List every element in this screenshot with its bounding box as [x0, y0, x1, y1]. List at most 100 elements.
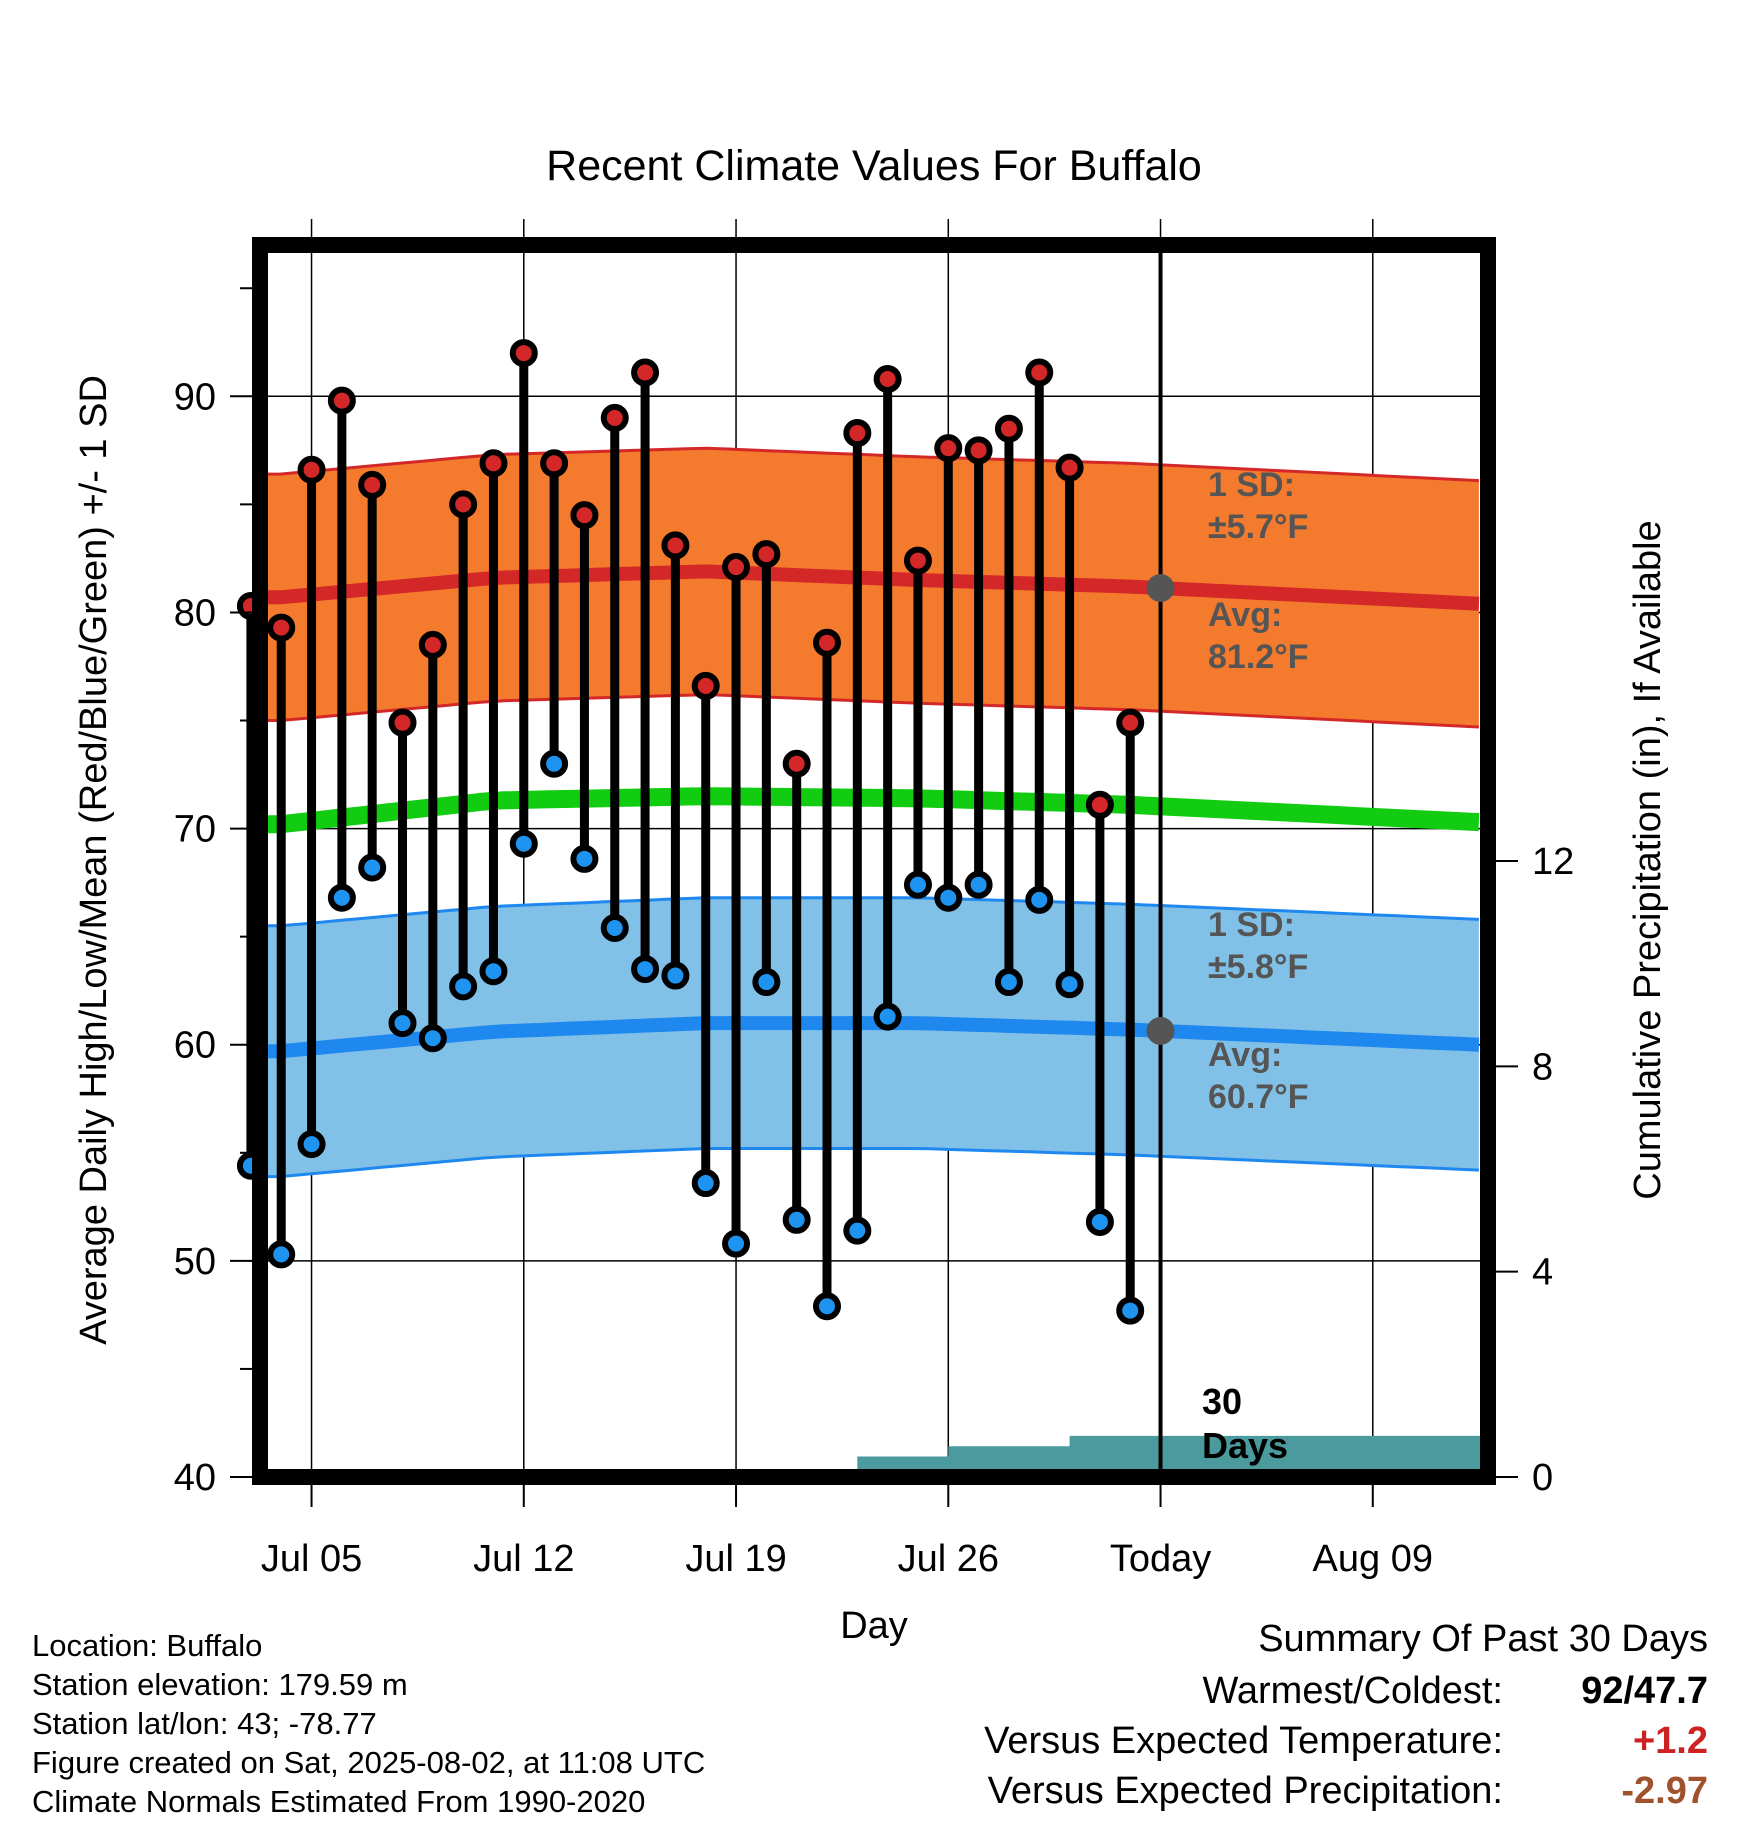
low-sd-label: 1 SD: — [1208, 906, 1295, 944]
high-point — [661, 531, 690, 560]
precipitation-fill — [260, 1435, 1488, 1477]
low-point — [297, 1130, 326, 1159]
low-average-line — [260, 1016, 1480, 1059]
low-point — [1116, 1296, 1145, 1325]
low-point — [661, 961, 690, 990]
high-point — [873, 365, 902, 394]
high-point — [934, 434, 963, 463]
x-tick-label: Jul 26 — [898, 1538, 999, 1580]
low-point — [873, 1002, 902, 1031]
info-latlon: Station lat/lon: 43; -78.77 — [32, 1706, 377, 1741]
low-point — [722, 1229, 751, 1258]
high-point — [297, 455, 326, 484]
low-point — [449, 972, 478, 1001]
summary-panel: Summary Of Past 30 Days Warmest/Coldest:… — [888, 1618, 1708, 1820]
low-point — [509, 829, 538, 858]
x-axis: Jul 05 Jul 12 Jul 19 Jul 26 Today Aug 09 — [261, 1485, 1433, 1580]
precip-value: -2.97 — [1621, 1770, 1708, 1812]
high-point — [903, 546, 932, 575]
high-point — [994, 414, 1023, 443]
low-point — [1055, 970, 1084, 999]
low-point — [600, 914, 629, 943]
low-avg-marker — [1146, 1016, 1175, 1045]
high-point — [1055, 453, 1084, 482]
low-point — [964, 870, 993, 899]
high-point — [540, 449, 569, 478]
y-axis-right-label: Cumulative Precipitation (in), If Availa… — [1627, 520, 1669, 1199]
warmest-label: Warmest/Coldest: — [1202, 1670, 1503, 1712]
low-point — [994, 968, 1023, 997]
band-annotations: 1 SD: ±5.7°F Avg: 81.2°F 1 SD: ±5.8°F Av… — [1202, 466, 1309, 1466]
low-point — [540, 749, 569, 778]
low-point — [358, 853, 387, 882]
y-right-tick-label: 8 — [1532, 1046, 1553, 1088]
low-point — [418, 1024, 447, 1053]
high-sd-upper-edge — [260, 446, 1479, 483]
low-point — [813, 1292, 842, 1321]
high-point — [509, 339, 538, 368]
high-sd-band — [260, 448, 1479, 727]
plot-background — [260, 245, 1488, 1477]
info-created: Figure created on Sat, 2025-08-02, at 11… — [32, 1745, 706, 1780]
high-point — [1116, 708, 1145, 737]
summary-temp-row: Versus Expected Temperature: +1.2 — [888, 1720, 1708, 1770]
warmest-value: 92/47.7 — [1581, 1670, 1708, 1712]
x-tick-label: Jul 05 — [261, 1538, 362, 1580]
y-right-tick-label: 0 — [1532, 1457, 1553, 1499]
x-tick-label: Aug 09 — [1313, 1538, 1433, 1580]
low-point — [1085, 1207, 1114, 1236]
plot-frame — [252, 237, 1496, 1485]
low-point — [267, 1240, 296, 1269]
days-count-number: 30 — [1202, 1381, 1242, 1422]
high-point — [813, 628, 842, 657]
low-point — [782, 1205, 811, 1234]
y-tick-label: 70 — [174, 809, 216, 851]
temp-label: Versus Expected Temperature: — [984, 1720, 1503, 1762]
low-sd-band — [260, 897, 1479, 1177]
high-point — [691, 671, 720, 700]
y-axis-label: Average Daily High/Low/Mean (Red/Blue/Gr… — [73, 375, 115, 1345]
high-avg-value: 81.2°F — [1208, 638, 1309, 676]
x-tick-label: Jul 19 — [685, 1538, 786, 1580]
summary-warmest-row: Warmest/Coldest: 92/47.7 — [888, 1670, 1708, 1720]
y-axis-left: 40 50 60 70 80 90 — [174, 287, 252, 1499]
low-point — [691, 1169, 720, 1198]
low-point — [752, 968, 781, 997]
y-tick-label: 40 — [174, 1457, 216, 1499]
high-point — [327, 386, 356, 415]
high-point — [1085, 790, 1114, 819]
low-avg-label: Avg: — [1208, 1036, 1282, 1074]
high-point — [388, 708, 417, 737]
high-point — [570, 501, 599, 530]
info-normals: Climate Normals Estimated From 1990-2020 — [32, 1784, 646, 1819]
y-tick-label: 50 — [174, 1241, 216, 1283]
plot-border — [252, 237, 1496, 1485]
low-point — [479, 957, 508, 986]
high-point — [418, 630, 447, 659]
y-tick-label: 60 — [174, 1025, 216, 1067]
low-point — [327, 883, 356, 912]
low-point — [631, 955, 660, 984]
high-point — [631, 358, 660, 387]
y-tick-label: 80 — [174, 592, 216, 634]
temp-value: +1.2 — [1632, 1720, 1708, 1762]
daily-markers — [236, 339, 1145, 1325]
high-point — [964, 436, 993, 465]
days-count-word: Days — [1202, 1425, 1288, 1466]
low-sd-lower-edge — [260, 1147, 1479, 1179]
average-markers — [1146, 574, 1175, 1045]
y-axis-right: 0 4 8 12 — [1496, 841, 1574, 1499]
x-tick-label: Jul 12 — [473, 1538, 574, 1580]
chart-title: Recent Climate Values For Buffalo — [546, 142, 1202, 190]
high-avg-marker — [1146, 574, 1175, 603]
x-tick-label: Today — [1110, 1538, 1211, 1580]
daily-range-stems — [246, 353, 1135, 1311]
summary-title: Summary Of Past 30 Days — [1258, 1618, 1708, 1660]
low-point — [843, 1216, 872, 1245]
station-info: Location: Buffalo Station elevation: 179… — [32, 1626, 705, 1821]
precip-label: Versus Expected Precipitation: — [987, 1770, 1503, 1812]
high-point — [600, 403, 629, 432]
low-sd-value: ±5.8°F — [1208, 948, 1308, 986]
low-point — [934, 883, 963, 912]
